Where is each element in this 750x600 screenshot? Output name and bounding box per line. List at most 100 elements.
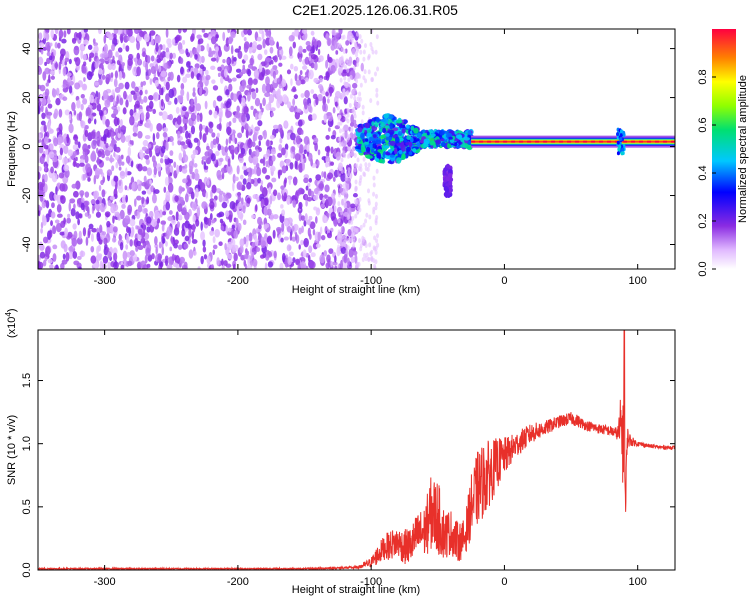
heatmap-cell [237, 202, 243, 210]
heatmap-cell [63, 164, 70, 172]
heatmap-cell [107, 49, 113, 59]
x-tick-label: -300 [94, 275, 116, 287]
heatmap-cell [340, 46, 344, 52]
heatmap-cell [355, 31, 359, 37]
heatmap-cell [317, 149, 321, 156]
heatmap-cell [165, 93, 170, 103]
heatmap-cell [292, 41, 297, 49]
heatmap-cell [151, 155, 156, 163]
heatmap-cell [136, 225, 140, 230]
heatmap-cell [218, 122, 222, 132]
heatmap-cell [63, 30, 67, 38]
heatmap-cell [352, 82, 358, 89]
heatmap-cell [347, 77, 351, 83]
heatmap-cell [151, 193, 157, 204]
heatmap-cell [207, 217, 212, 227]
heatmap-cell [247, 92, 251, 102]
heatmap-cell [280, 237, 284, 243]
heatmap-cell [320, 203, 325, 209]
heatmap-cell [252, 40, 258, 50]
heatmap-cell [192, 87, 196, 93]
heatmap-cell [44, 165, 47, 172]
heatmap-cell [175, 211, 179, 222]
colorbar-tick-label: 0.2 [697, 213, 709, 228]
heatmap-cell [361, 142, 365, 148]
heatmap-cell [362, 156, 366, 162]
heatmap-cell [72, 151, 77, 157]
heatmap-cell [149, 30, 156, 36]
heatmap-cell [339, 115, 346, 123]
heatmap-cell [395, 157, 402, 164]
spectrogram-y-label: Frequency (Hz) [6, 111, 18, 187]
heatmap-cell [93, 190, 100, 199]
heatmap-cell [243, 36, 247, 42]
heatmap-cell [160, 243, 164, 248]
heatmap-cell [151, 218, 157, 228]
heatmap-cell [313, 187, 319, 195]
heatmap-cell [367, 256, 371, 262]
heatmap-cell [448, 180, 453, 186]
heatmap-cell [183, 243, 189, 249]
heatmap-cell [349, 93, 353, 99]
heatmap-cell [136, 40, 140, 51]
heatmap-cell [367, 188, 371, 194]
heatmap-cell [348, 147, 352, 153]
heatmap-cell [343, 64, 347, 70]
heatmap-cell [340, 246, 347, 255]
heatmap-cell [413, 127, 419, 134]
heatmap-cell [49, 264, 54, 269]
heatmap-cell [148, 95, 154, 101]
heatmap-cell [134, 210, 138, 217]
heatmap-cell [349, 132, 354, 139]
heatmap-cell [98, 109, 103, 117]
heatmap-cell [359, 82, 363, 88]
heatmap-cell [110, 72, 114, 79]
heatmap-cell [246, 182, 252, 190]
heatmap-cell [245, 128, 249, 139]
heatmap-cell [186, 91, 190, 102]
heatmap-cell [162, 211, 167, 216]
heatmap-cell [210, 264, 215, 269]
heatmap-cell [90, 245, 95, 253]
heatmap-cell [200, 221, 203, 231]
heatmap-cell [38, 105, 41, 115]
heatmap-cell [442, 171, 447, 177]
heatmap-cell [219, 218, 224, 224]
heatmap-cell [182, 144, 188, 150]
heatmap-cell [200, 180, 203, 190]
heatmap-cell [277, 88, 281, 96]
heatmap-cell [259, 254, 265, 259]
heatmap-cell [233, 230, 239, 239]
heatmap-cell [174, 254, 180, 265]
heatmap-cell [38, 102, 42, 108]
heatmap-cell [329, 87, 333, 97]
heatmap-cell [91, 150, 96, 160]
heatmap-cell [222, 192, 226, 197]
heatmap-cell [151, 253, 155, 260]
heatmap-cell [428, 138, 435, 142]
heatmap-cell [112, 55, 115, 62]
heatmap-cell [276, 228, 282, 234]
heatmap-cell [199, 55, 202, 65]
heatmap-cell [354, 43, 358, 49]
heatmap-cell [192, 149, 199, 156]
heatmap-cell [338, 136, 342, 142]
heatmap-cell [358, 141, 362, 145]
heatmap-cell [209, 201, 215, 210]
heatmap-cell [62, 156, 68, 166]
heatmap-cell [190, 112, 197, 122]
heatmap-cell [374, 259, 378, 265]
heatmap-cell [131, 81, 136, 89]
heatmap-cell [375, 92, 379, 98]
heatmap-cell [350, 114, 354, 124]
heatmap-cell [228, 227, 232, 233]
snr-y-label: SNR (10 * v/v) [6, 415, 18, 485]
heatmap-cell [84, 212, 89, 217]
heatmap-cell [252, 78, 258, 85]
heatmap-cell [152, 108, 157, 114]
heatmap-cell [133, 103, 140, 109]
heatmap-cell [376, 152, 381, 159]
heatmap-cell [199, 85, 203, 96]
heatmap-cell [310, 30, 315, 36]
heatmap-cell [352, 106, 356, 112]
